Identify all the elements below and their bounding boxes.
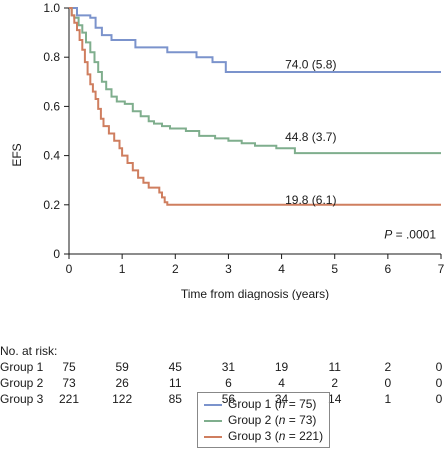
risk-cell: 45 <box>168 360 182 374</box>
risk-cell: 14 <box>328 392 342 406</box>
x-tick-label: 4 <box>278 262 285 276</box>
series-end-label-group-2: 44.8 (3.7) <box>285 130 336 144</box>
y-axis-title: EFS <box>10 143 24 166</box>
legend: Group 1 (n = 75) Group 2 (n = 73) Group 3 … <box>197 392 330 448</box>
y-tick-label: 1.0 <box>43 1 60 15</box>
risk-cell: 73 <box>62 376 76 390</box>
risk-cell: 2 <box>331 376 339 390</box>
risk-cell: 11 <box>328 360 341 374</box>
risk-cell: 0 <box>435 360 443 374</box>
x-tick-label: 1 <box>119 262 126 276</box>
risk-cell: 6 <box>225 376 232 390</box>
annotations: 74.0 (5.8) 44.8 (3.7) 19.8 (6.1) P = .0001 <box>285 58 436 242</box>
legend-n-symbol: n <box>278 429 286 443</box>
y-tick-label: 0.8 <box>43 50 60 64</box>
risk-cell: 0 <box>435 376 443 390</box>
legend-label: Group 3 (n = 221) <box>228 429 324 443</box>
risk-cell: 26 <box>115 376 129 390</box>
risk-row: Group 1 75 59 45 31 19 11 2 0 <box>0 360 445 376</box>
x-tick-label: 7 <box>438 262 445 276</box>
risk-row-label: Group 2 <box>0 376 44 390</box>
risk-row: Group 3 221 122 85 56 34 14 1 0 <box>0 392 445 408</box>
series-line-group-3 <box>69 7 441 206</box>
legend-label: Group 1 (n = 75) <box>228 397 317 411</box>
risk-cell: 1 <box>384 392 392 406</box>
p-value-symbol: P <box>384 227 392 241</box>
x-tick-label: 6 <box>385 262 392 276</box>
risk-cell: 59 <box>115 360 129 374</box>
legend-swatch <box>204 404 222 406</box>
x-axis-title: Time from diagnosis (years) <box>181 287 329 300</box>
risk-row-label: Group 3 <box>0 392 44 406</box>
risk-cell: 56 <box>221 392 236 406</box>
risk-cell: 11 <box>169 376 182 390</box>
y-tick-label: 0.2 <box>43 198 60 212</box>
risk-cell: 85 <box>168 392 182 406</box>
risk-row-label: Group 1 <box>0 360 44 374</box>
risk-cell: 31 <box>221 360 236 374</box>
risk-cell: 0 <box>435 392 443 406</box>
survival-curves <box>69 7 441 206</box>
x-tick-label: 5 <box>331 262 338 276</box>
axes: 0 0.2 0.4 0.6 0.8 1.0 0 1 2 3 4 5 6 7 <box>43 1 444 276</box>
risk-row: Group 2 73 26 11 6 4 2 0 0 <box>0 376 445 392</box>
risk-cell: 122 <box>112 392 133 406</box>
risk-cell: 221 <box>58 392 80 406</box>
legend-n-symbol: n <box>278 413 286 427</box>
legend-n-symbol: n <box>278 397 286 411</box>
x-tick-label: 3 <box>225 262 232 276</box>
legend-swatch <box>204 436 222 438</box>
y-tick-label: 0.4 <box>43 149 60 163</box>
x-tick-label: 2 <box>172 262 179 276</box>
km-chart: 0 0.2 0.4 0.6 0.8 1.0 0 1 2 3 4 5 6 7 74.0 (5.8) 44.8 … <box>10 1 445 300</box>
risk-cell: 19 <box>274 360 289 374</box>
risk-cell: 75 <box>62 360 76 374</box>
series-end-label-group-1: 74.0 (5.8) <box>285 58 336 72</box>
x-tick-label: 0 <box>66 262 73 276</box>
p-value-label: P = .0001 <box>384 227 436 241</box>
y-tick-label: 0.6 <box>43 99 60 113</box>
risk-cell: 2 <box>384 360 392 374</box>
p-value-text: = .0001 <box>392 227 436 241</box>
risk-cell: 4 <box>278 376 285 390</box>
series-line-group-2 <box>69 7 441 155</box>
legend-swatch <box>204 420 222 422</box>
risk-table-title: No. at risk: <box>0 344 58 358</box>
series-end-label-group-3: 19.8 (6.1) <box>285 193 336 207</box>
legend-label: Group 2 (n = 73) <box>228 413 317 427</box>
y-tick-label: 0 <box>53 247 60 261</box>
series-line-group-1 <box>69 7 441 73</box>
risk-cell: 0 <box>384 376 392 390</box>
risk-cell: 34 <box>274 392 289 406</box>
